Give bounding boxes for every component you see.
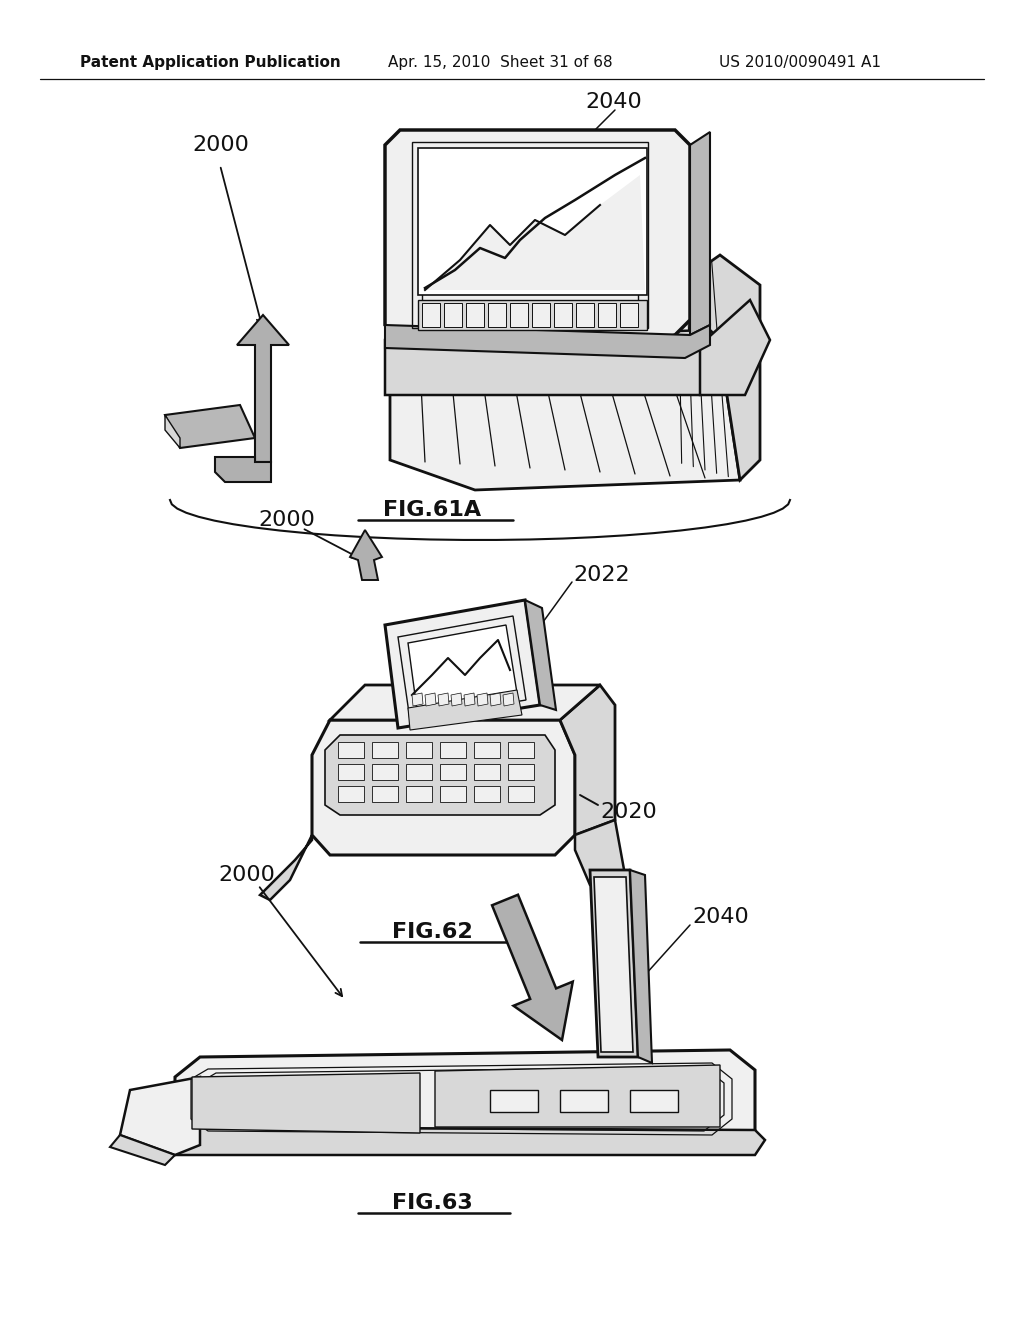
Text: 2022: 2022 — [573, 565, 630, 585]
Polygon shape — [330, 685, 600, 719]
Text: 2000: 2000 — [193, 135, 249, 154]
Text: FIG.63: FIG.63 — [391, 1193, 472, 1213]
Polygon shape — [575, 820, 625, 895]
Polygon shape — [440, 785, 466, 803]
Polygon shape — [525, 601, 556, 710]
Polygon shape — [560, 1090, 608, 1111]
Polygon shape — [474, 742, 500, 758]
Polygon shape — [488, 304, 506, 327]
Polygon shape — [508, 785, 534, 803]
Polygon shape — [406, 785, 432, 803]
Polygon shape — [503, 693, 514, 706]
Polygon shape — [425, 693, 436, 706]
Polygon shape — [630, 870, 652, 1063]
Polygon shape — [412, 693, 423, 706]
Polygon shape — [474, 785, 500, 803]
Polygon shape — [385, 601, 540, 729]
Polygon shape — [338, 785, 364, 803]
Polygon shape — [110, 1135, 175, 1166]
Polygon shape — [438, 693, 449, 706]
Polygon shape — [560, 685, 615, 836]
Text: FIG.62: FIG.62 — [391, 921, 472, 942]
Polygon shape — [490, 693, 501, 706]
Polygon shape — [464, 693, 475, 706]
Polygon shape — [372, 742, 398, 758]
Polygon shape — [215, 457, 271, 482]
Polygon shape — [406, 742, 432, 758]
Polygon shape — [325, 735, 555, 814]
Text: US 2010/0090491 A1: US 2010/0090491 A1 — [719, 54, 881, 70]
Polygon shape — [408, 624, 517, 710]
Polygon shape — [435, 1065, 720, 1127]
Polygon shape — [350, 531, 382, 579]
Polygon shape — [390, 290, 740, 490]
Polygon shape — [385, 129, 690, 341]
Polygon shape — [175, 1049, 755, 1150]
Polygon shape — [590, 870, 638, 1057]
Polygon shape — [444, 304, 462, 327]
Polygon shape — [385, 325, 710, 358]
Polygon shape — [474, 764, 500, 780]
Polygon shape — [690, 132, 710, 335]
Polygon shape — [406, 764, 432, 780]
Polygon shape — [451, 693, 462, 706]
Polygon shape — [422, 304, 440, 327]
Text: 2000: 2000 — [258, 510, 314, 531]
Polygon shape — [670, 255, 760, 480]
Polygon shape — [120, 1077, 200, 1155]
Polygon shape — [237, 315, 289, 462]
Polygon shape — [193, 1073, 420, 1133]
Polygon shape — [532, 304, 550, 327]
Polygon shape — [425, 176, 645, 290]
Polygon shape — [440, 764, 466, 780]
Text: 2040: 2040 — [692, 907, 749, 927]
Polygon shape — [260, 836, 312, 900]
Polygon shape — [490, 1090, 538, 1111]
Text: Apr. 15, 2010  Sheet 31 of 68: Apr. 15, 2010 Sheet 31 of 68 — [388, 54, 612, 70]
Polygon shape — [594, 876, 633, 1052]
Polygon shape — [575, 304, 594, 327]
Text: 2020: 2020 — [600, 803, 656, 822]
Text: Patent Application Publication: Patent Application Publication — [80, 54, 340, 70]
Polygon shape — [408, 690, 522, 730]
Text: 2040: 2040 — [585, 92, 642, 112]
Polygon shape — [440, 742, 466, 758]
Polygon shape — [418, 148, 647, 294]
Polygon shape — [630, 1090, 678, 1111]
Polygon shape — [418, 300, 647, 330]
Polygon shape — [372, 764, 398, 780]
Polygon shape — [477, 693, 488, 706]
Polygon shape — [700, 300, 770, 395]
Polygon shape — [466, 304, 484, 327]
Polygon shape — [620, 304, 638, 327]
Polygon shape — [165, 405, 255, 447]
Text: FIG.61A: FIG.61A — [383, 500, 481, 520]
Polygon shape — [338, 764, 364, 780]
Polygon shape — [372, 785, 398, 803]
Polygon shape — [312, 719, 575, 855]
Text: 2000: 2000 — [218, 865, 274, 884]
Polygon shape — [598, 304, 616, 327]
Polygon shape — [165, 1127, 765, 1155]
Polygon shape — [510, 304, 528, 327]
Polygon shape — [385, 330, 730, 395]
Polygon shape — [508, 742, 534, 758]
Polygon shape — [554, 304, 572, 327]
Polygon shape — [338, 742, 364, 758]
Polygon shape — [493, 895, 572, 1040]
Polygon shape — [165, 414, 180, 447]
Polygon shape — [508, 764, 534, 780]
